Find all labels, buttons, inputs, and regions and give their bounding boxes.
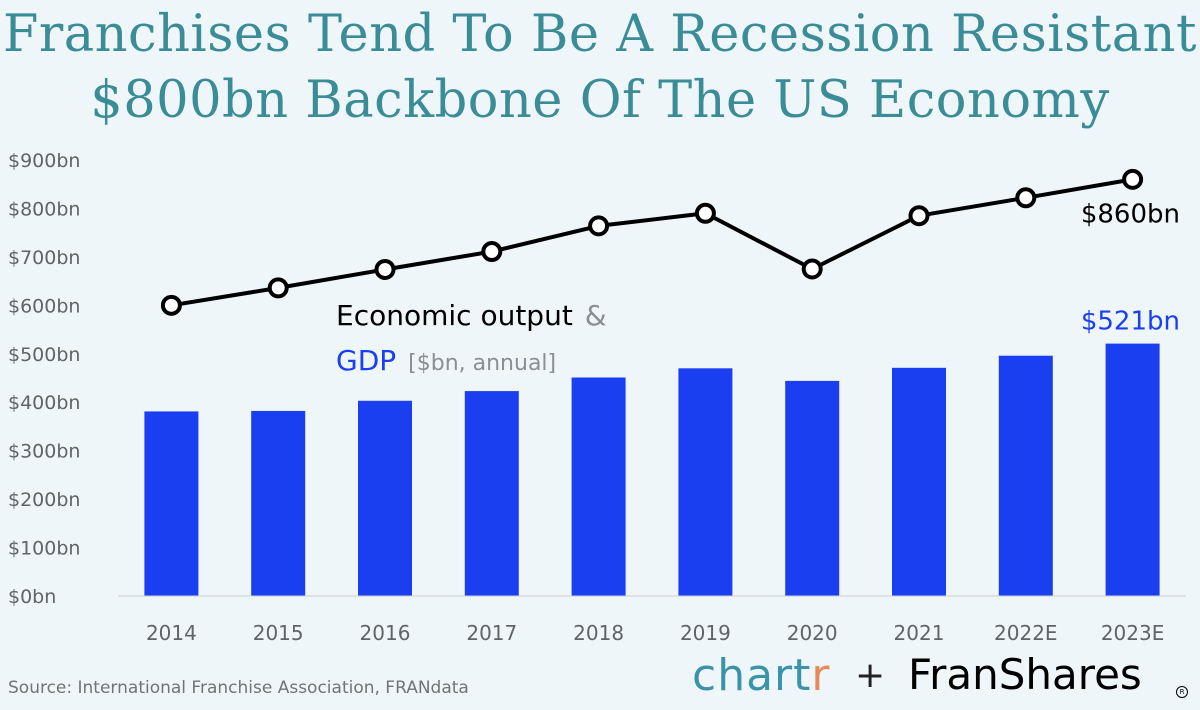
x-tick-label: 2023E xyxy=(1101,621,1165,645)
y-tick-label: $700bn xyxy=(8,247,80,269)
y-tick-label: $400bn xyxy=(8,392,80,414)
legend-line-label: Economic output xyxy=(336,299,573,332)
title-line-1: Franchises Tend To Be A Recession Resist… xyxy=(2,5,1198,64)
bar-2018 xyxy=(571,377,626,596)
x-tick-label: 2017 xyxy=(466,621,517,645)
source-note: Source: International Franchise Associat… xyxy=(8,678,469,698)
bar-2017 xyxy=(464,391,519,596)
x-tick-label: 2016 xyxy=(360,621,411,645)
line-point-2021 xyxy=(908,205,930,227)
x-tick-label: 2020 xyxy=(787,621,838,645)
legend-unit-note: [$bn, annual] xyxy=(408,351,556,376)
bar-2019 xyxy=(678,368,733,596)
economic-output-line xyxy=(171,177,1133,308)
bar-2014 xyxy=(144,411,199,596)
line-point-2022E xyxy=(1015,187,1037,209)
registered-mark: R xyxy=(1176,686,1188,698)
x-tick-label: 2015 xyxy=(253,621,304,645)
legend-bar-label: GDP xyxy=(336,344,396,377)
bar-2021 xyxy=(892,367,946,596)
x-tick-label: 2014 xyxy=(146,621,197,645)
annotation-line-last: $860bn xyxy=(1081,199,1180,229)
y-tick-label: $500bn xyxy=(8,344,80,366)
line-point-2018 xyxy=(588,215,610,237)
legend-ampersand: & xyxy=(585,299,607,332)
chartr-logo-main: chart xyxy=(692,650,812,701)
x-tick-label: 2022E xyxy=(994,621,1058,645)
line-point-2016 xyxy=(374,258,396,280)
line-point-2020 xyxy=(801,258,823,280)
line-point-2017 xyxy=(481,241,503,263)
line-point-2023E xyxy=(1122,168,1144,190)
y-tick-label: $800bn xyxy=(8,198,80,220)
y-tick-label: $0bn xyxy=(8,586,56,608)
y-tick-label: $100bn xyxy=(8,538,80,560)
line-point-2014 xyxy=(160,294,182,316)
bar-2016 xyxy=(358,400,412,596)
line-point-2015 xyxy=(267,277,289,299)
y-tick-label: $900bn xyxy=(8,150,80,172)
y-tick-label: $300bn xyxy=(8,441,80,463)
chartr-logo-r: r xyxy=(811,650,831,701)
line-point-2019 xyxy=(694,202,716,224)
title-line-2: $800bn Backbone Of The US Economy xyxy=(90,71,1110,130)
x-tick-label: 2021 xyxy=(894,621,945,645)
franshares-logo: FranShares xyxy=(908,650,1142,699)
bar-2022E xyxy=(998,355,1053,596)
y-tick-label: $600bn xyxy=(8,295,80,317)
bar-2023E xyxy=(1105,343,1160,596)
bar-2015 xyxy=(251,410,306,596)
chart-title: Franchises Tend To Be A Recession Resist… xyxy=(0,2,1200,134)
chartr-logo: chartr xyxy=(692,650,830,701)
bar-2020 xyxy=(785,380,840,596)
logo-plus-sign: + xyxy=(855,655,886,696)
x-tick-label: 2018 xyxy=(573,621,624,645)
annotation-bar-last: $521bn xyxy=(1081,307,1180,337)
y-tick-label: $200bn xyxy=(8,489,80,511)
x-tick-label: 2019 xyxy=(680,621,731,645)
